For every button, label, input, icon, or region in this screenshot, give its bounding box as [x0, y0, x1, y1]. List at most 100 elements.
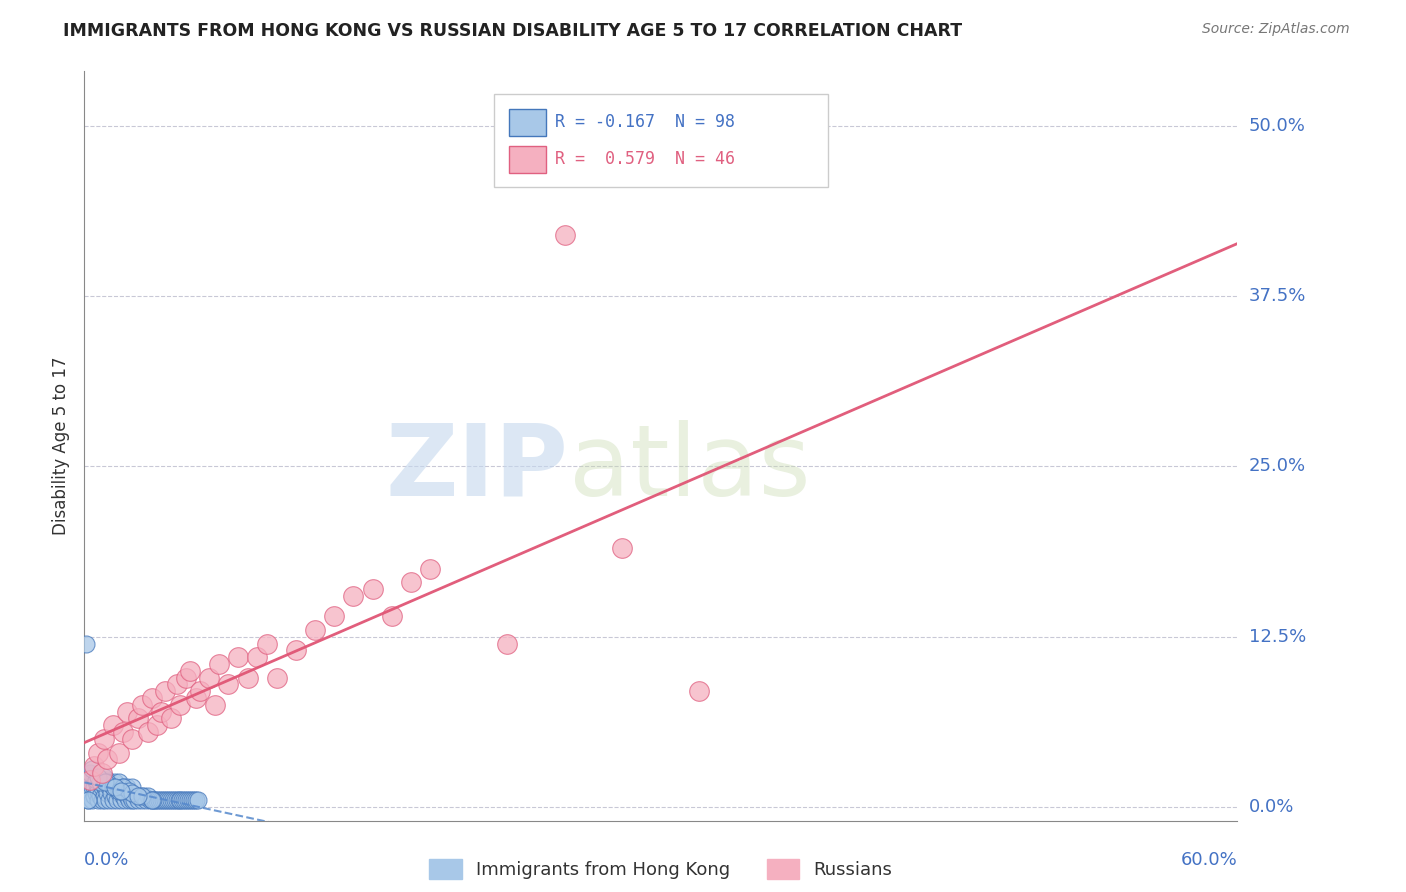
Point — [256, 636, 278, 650]
Point — [93, 789, 115, 804]
Point — [121, 793, 143, 807]
Point — [342, 589, 364, 603]
Point — [111, 780, 134, 794]
Point — [169, 698, 191, 712]
Point — [83, 789, 105, 804]
Point — [83, 770, 105, 784]
Point — [141, 793, 163, 807]
Point — [79, 766, 101, 780]
Point — [266, 671, 288, 685]
Point — [111, 780, 134, 794]
Point — [121, 780, 143, 794]
FancyBboxPatch shape — [509, 109, 546, 136]
Point — [94, 775, 117, 789]
Y-axis label: Disability Age 5 to 17: Disability Age 5 to 17 — [52, 357, 70, 535]
Point — [108, 783, 131, 797]
Point — [179, 793, 201, 807]
Point — [156, 793, 179, 807]
Point — [111, 725, 134, 739]
Point — [108, 746, 131, 760]
Point — [183, 793, 205, 807]
Point — [166, 793, 188, 807]
Point — [184, 691, 207, 706]
Point — [148, 793, 170, 807]
Point — [496, 636, 519, 650]
Point — [90, 793, 112, 807]
Point — [93, 731, 115, 746]
Point — [187, 793, 209, 807]
Point — [131, 793, 153, 807]
Point — [84, 786, 107, 800]
Point — [108, 786, 131, 800]
Point — [174, 671, 197, 685]
Point — [246, 650, 269, 665]
Point — [100, 786, 122, 800]
Point — [181, 793, 204, 807]
Point — [108, 775, 131, 789]
Point — [160, 793, 183, 807]
Point — [150, 793, 173, 807]
Point — [141, 793, 163, 807]
Point — [208, 657, 231, 671]
Point — [79, 772, 101, 787]
Point — [173, 793, 195, 807]
Point — [79, 786, 101, 800]
Text: R =  0.579  N = 46: R = 0.579 N = 46 — [555, 150, 735, 168]
Point — [89, 789, 111, 804]
Point — [125, 789, 148, 804]
Point — [179, 664, 201, 678]
Point — [75, 786, 97, 800]
Point — [96, 786, 118, 800]
Point — [688, 684, 710, 698]
Point — [87, 793, 110, 807]
Point — [94, 780, 117, 794]
Point — [284, 643, 307, 657]
Point — [127, 793, 149, 807]
Point — [153, 684, 176, 698]
Point — [110, 793, 132, 807]
Point — [204, 698, 226, 712]
Point — [77, 780, 100, 794]
Point — [110, 783, 132, 797]
Point — [162, 793, 184, 807]
Point — [84, 775, 107, 789]
Point — [93, 772, 115, 787]
Point — [94, 793, 117, 807]
Point — [103, 718, 124, 732]
Point — [93, 770, 115, 784]
Text: atlas: atlas — [568, 420, 810, 517]
Text: IMMIGRANTS FROM HONG KONG VS RUSSIAN DISABILITY AGE 5 TO 17 CORRELATION CHART: IMMIGRANTS FROM HONG KONG VS RUSSIAN DIS… — [63, 22, 962, 40]
Legend: Immigrants from Hong Kong, Russians: Immigrants from Hong Kong, Russians — [422, 852, 900, 887]
Text: ZIP: ZIP — [385, 420, 568, 517]
Point — [218, 677, 240, 691]
Point — [115, 780, 138, 794]
Point — [104, 775, 127, 789]
Point — [89, 775, 111, 789]
Point — [169, 793, 191, 807]
Point — [146, 793, 169, 807]
Point — [166, 677, 188, 691]
Point — [80, 793, 103, 807]
Point — [75, 636, 97, 650]
Point — [142, 793, 165, 807]
Point — [87, 746, 110, 760]
Point — [141, 691, 163, 706]
Point — [104, 789, 127, 804]
Point — [172, 793, 194, 807]
Point — [89, 775, 111, 789]
Point — [163, 793, 186, 807]
Point — [152, 793, 174, 807]
Point — [188, 684, 211, 698]
Point — [103, 780, 124, 794]
Point — [131, 698, 153, 712]
Point — [115, 789, 138, 804]
Point — [117, 793, 139, 807]
Point — [236, 671, 259, 685]
Point — [127, 711, 149, 725]
Point — [136, 789, 159, 804]
Point — [127, 789, 149, 804]
FancyBboxPatch shape — [509, 145, 546, 172]
Point — [198, 671, 221, 685]
Point — [98, 793, 121, 807]
Point — [612, 541, 634, 556]
